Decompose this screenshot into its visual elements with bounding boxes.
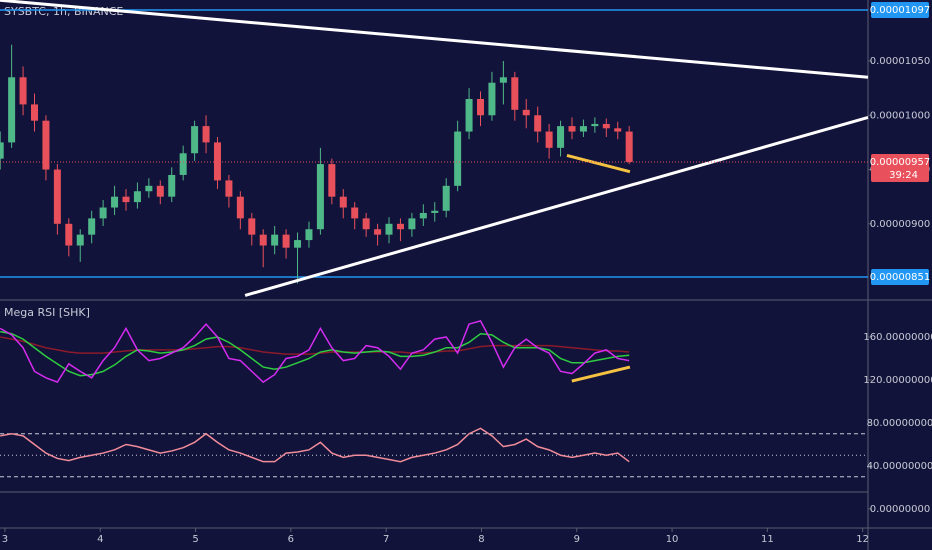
candle-body <box>122 196 130 203</box>
candle-body <box>76 234 84 246</box>
candle-body <box>305 229 313 241</box>
indicator-line <box>0 336 630 355</box>
candle-body <box>328 164 336 197</box>
x-tick-label: 5 <box>192 534 198 545</box>
y-tick-label: 0.00000900 <box>870 219 930 230</box>
candle-body <box>351 207 359 219</box>
x-tick-label: 6 <box>288 534 294 545</box>
candle-body <box>156 185 164 197</box>
candle-body <box>236 196 244 219</box>
price-label: 0.00000851 <box>870 272 930 283</box>
candle-body <box>419 212 427 219</box>
x-tick-label: 7 <box>383 534 389 545</box>
candle-body <box>385 223 393 235</box>
candle-body <box>579 126 587 132</box>
candle-body <box>202 126 210 143</box>
candle-body <box>522 109 530 116</box>
candle-body <box>442 185 450 211</box>
x-tick-label: 3 <box>2 534 8 545</box>
candle-body <box>614 128 622 132</box>
candle-body <box>534 115 542 132</box>
candle-body <box>339 196 347 208</box>
y-tick-label: 120.00000000 <box>863 375 932 386</box>
candle-body <box>111 196 119 208</box>
y-tick-label: 0.00001050 <box>870 56 930 67</box>
candle-body <box>271 234 279 246</box>
indicator-line <box>0 330 630 377</box>
candle-body <box>133 191 141 203</box>
candle-body <box>362 218 370 230</box>
candle-body <box>545 131 553 148</box>
x-tick-label: 9 <box>574 534 580 545</box>
x-tick-label: 10 <box>666 534 679 545</box>
candle-body <box>454 131 462 186</box>
trend-line <box>571 365 631 383</box>
candle-body <box>0 142 4 159</box>
trend-line <box>244 115 869 297</box>
countdown-label: 39:24 <box>889 170 918 181</box>
candle-body <box>8 77 16 143</box>
candle-body <box>53 169 61 224</box>
candle-body <box>294 240 302 248</box>
candle-body <box>225 180 233 197</box>
candle-body <box>488 82 496 116</box>
y-tick-label: 160.00000000 <box>863 332 932 343</box>
last-price-label: 0.00000957 <box>870 157 930 168</box>
candle-body <box>374 229 382 235</box>
y-tick-label: 80.00000000 <box>867 418 932 429</box>
candle-body <box>316 164 324 230</box>
candle-body <box>248 218 256 235</box>
price-label-box <box>871 1 929 18</box>
candle-body <box>191 126 199 154</box>
y-tick-label: 0.00000000 <box>870 504 930 515</box>
candle-body <box>259 234 267 246</box>
y-tick-label: 40.00000000 <box>867 461 932 472</box>
candle-body <box>145 185 153 192</box>
candle-body <box>88 218 96 235</box>
x-tick-label: 8 <box>478 534 484 545</box>
candle-body <box>213 142 221 181</box>
candle-body <box>625 131 633 162</box>
indicator-title: Mega RSI [SHK] <box>4 306 90 319</box>
candle-body <box>19 77 27 105</box>
indicator-line <box>0 319 630 384</box>
candle-body <box>568 126 576 132</box>
candle-body <box>477 98 485 116</box>
x-tick-label: 12 <box>856 534 869 545</box>
trend-line <box>566 153 631 174</box>
candle-body <box>65 223 73 246</box>
candle-body <box>431 210 439 213</box>
trend-line <box>0 0 869 79</box>
candle-body <box>396 223 404 230</box>
x-tick-label: 11 <box>761 534 774 545</box>
candle-body <box>591 123 599 127</box>
candle-body <box>557 126 565 148</box>
last-price-box <box>871 153 929 182</box>
price-label: 0.00001097 <box>870 5 930 16</box>
indicator-line <box>0 427 630 463</box>
candle-body <box>42 120 50 170</box>
candle-body <box>408 218 416 230</box>
x-tick-label: 4 <box>97 534 103 545</box>
candle-body <box>499 77 507 83</box>
candle-body <box>168 174 176 197</box>
candle-body <box>511 77 519 110</box>
price-label-box <box>871 268 929 285</box>
candle-body <box>602 123 610 129</box>
candle-body <box>282 234 290 248</box>
candle-body <box>179 153 187 175</box>
candle-body <box>465 98 473 132</box>
y-tick-label: 0.00001000 <box>870 110 930 121</box>
candle-body <box>99 207 107 219</box>
candle-body <box>30 104 38 121</box>
